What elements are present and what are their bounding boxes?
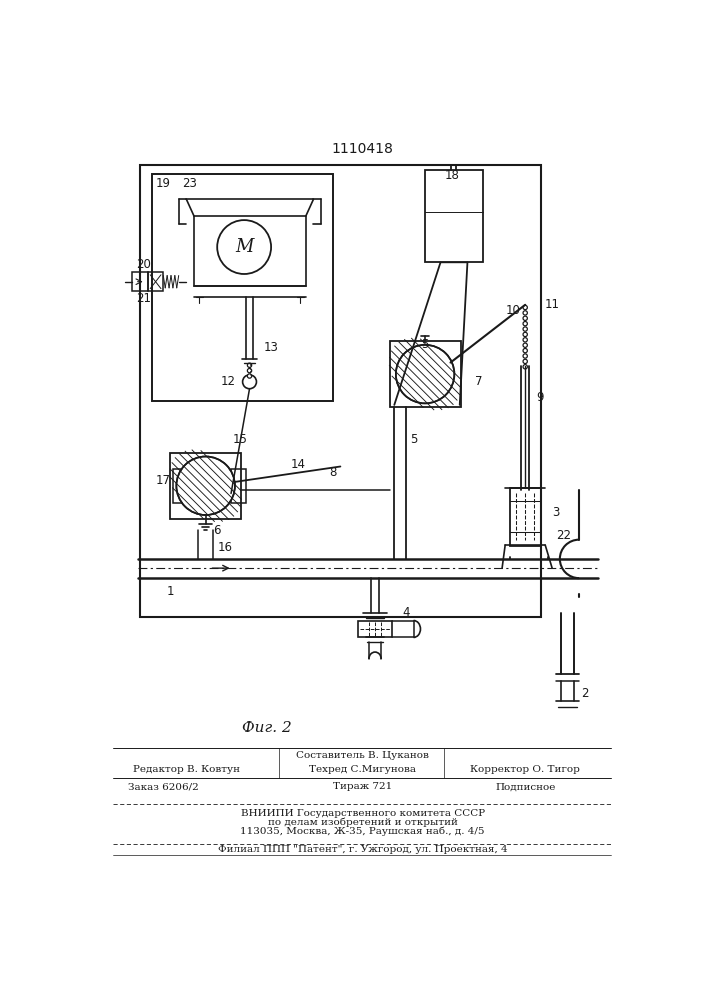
- Text: 19: 19: [156, 177, 170, 190]
- Text: 113035, Москва, Ж-35, Раушская наб., д. 4/5: 113035, Москва, Ж-35, Раушская наб., д. …: [240, 827, 485, 836]
- Bar: [170, 453, 241, 519]
- Text: 23: 23: [182, 177, 197, 190]
- Text: Филиал ППП "Патент", г. Ужгород, ул. Проектная, 4: Филиал ППП "Патент", г. Ужгород, ул. Про…: [218, 845, 508, 854]
- Circle shape: [396, 345, 455, 403]
- Text: 1110418: 1110418: [332, 142, 394, 156]
- Text: 7: 7: [475, 375, 483, 388]
- Text: 16: 16: [217, 541, 232, 554]
- Circle shape: [176, 456, 235, 515]
- Text: 20: 20: [136, 258, 151, 271]
- Circle shape: [247, 374, 252, 378]
- Bar: [140, 165, 541, 617]
- Circle shape: [523, 322, 527, 326]
- Text: 18: 18: [444, 169, 460, 182]
- Text: 9: 9: [537, 391, 544, 404]
- Text: 3: 3: [552, 506, 559, 519]
- Circle shape: [523, 311, 527, 315]
- Circle shape: [523, 365, 527, 369]
- Text: 10: 10: [506, 304, 521, 317]
- Bar: [231, 469, 247, 503]
- Bar: [132, 272, 148, 291]
- Text: Заказ 6206/2: Заказ 6206/2: [128, 782, 199, 791]
- Circle shape: [523, 348, 527, 353]
- Bar: [148, 272, 163, 291]
- Bar: [173, 469, 188, 503]
- Circle shape: [247, 368, 252, 373]
- Bar: [152, 174, 333, 401]
- Circle shape: [523, 359, 527, 364]
- Circle shape: [523, 305, 527, 310]
- Text: Составитель В. Цуканов: Составитель В. Цуканов: [296, 751, 429, 760]
- Circle shape: [523, 327, 527, 331]
- Text: 21: 21: [136, 292, 151, 305]
- Bar: [425, 170, 483, 262]
- Bar: [358, 620, 392, 637]
- Text: 14: 14: [291, 458, 305, 471]
- Text: 5: 5: [421, 338, 428, 351]
- Text: по делам изобретений и открытий: по делам изобретений и открытий: [268, 817, 457, 827]
- Text: 4: 4: [402, 606, 409, 619]
- Text: 13: 13: [264, 341, 279, 354]
- Bar: [194, 216, 305, 286]
- Circle shape: [523, 338, 527, 342]
- Text: Техред С.Мигунова: Техред С.Мигунова: [309, 765, 416, 774]
- Circle shape: [523, 343, 527, 347]
- Text: 12: 12: [221, 375, 235, 388]
- Text: Тираж 721: Тираж 721: [333, 782, 392, 791]
- Bar: [390, 341, 460, 407]
- Text: Фиг. 2: Фиг. 2: [243, 721, 292, 735]
- Text: Редактор В. Ковтун: Редактор В. Ковтун: [133, 765, 240, 774]
- Text: 5: 5: [409, 433, 417, 446]
- Text: 2: 2: [581, 687, 589, 700]
- Circle shape: [523, 316, 527, 320]
- Circle shape: [217, 220, 271, 274]
- Text: Подписное: Подписное: [495, 782, 556, 791]
- Circle shape: [247, 363, 252, 367]
- Text: 6: 6: [214, 524, 221, 537]
- Text: M: M: [235, 238, 253, 256]
- Text: 17: 17: [156, 474, 170, 487]
- Text: 15: 15: [233, 433, 247, 446]
- Circle shape: [523, 354, 527, 358]
- Text: Корректор О. Тигор: Корректор О. Тигор: [470, 765, 580, 774]
- Text: 11: 11: [544, 298, 559, 311]
- Text: 8: 8: [329, 466, 337, 479]
- Circle shape: [243, 375, 257, 389]
- Circle shape: [523, 332, 527, 337]
- Bar: [510, 488, 541, 546]
- Text: 1: 1: [167, 585, 175, 598]
- Text: 22: 22: [556, 529, 571, 542]
- Text: ВНИИПИ Государственного комитета СССР: ВНИИПИ Государственного комитета СССР: [240, 808, 485, 818]
